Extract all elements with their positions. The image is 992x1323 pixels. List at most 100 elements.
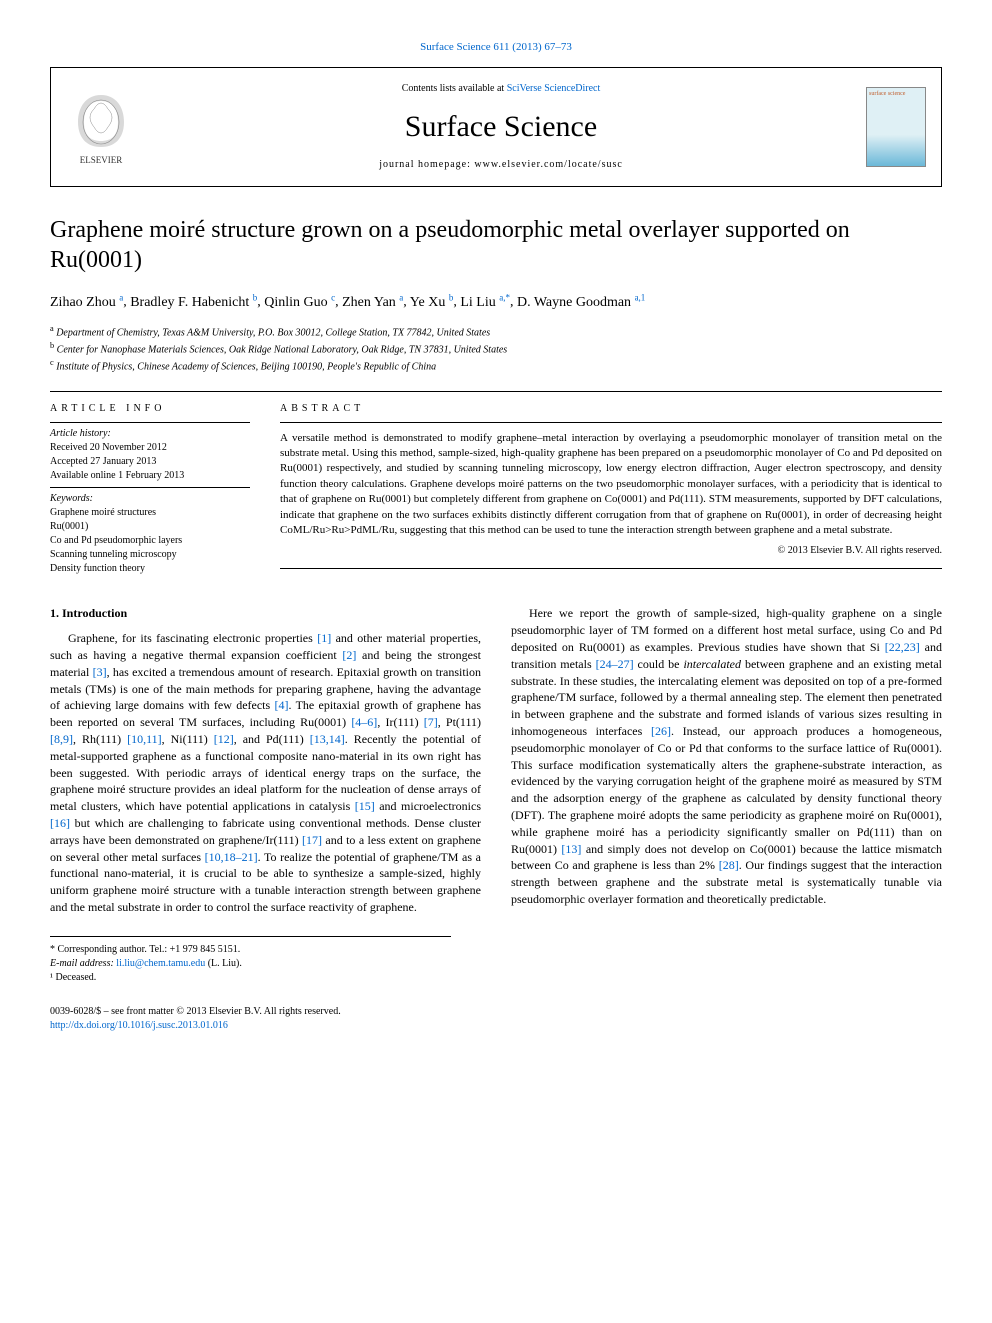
author-name: Qinlin Guo — [264, 295, 327, 310]
keyword: Scanning tunneling microscopy — [50, 548, 250, 562]
text-run: . Instead, our approach produces a homog… — [511, 724, 942, 856]
ref-link[interactable]: [13] — [561, 842, 581, 856]
journal-name: Surface Science — [405, 106, 597, 148]
contents-list-line: Contents lists available at SciVerse Sci… — [402, 82, 601, 96]
keyword: Graphene moiré structures — [50, 506, 250, 520]
author: Li Liu a,* — [460, 295, 510, 310]
author-list: Zihao Zhou a, Bradley F. Habenicht b, Qi… — [50, 291, 942, 312]
author-affil-sup: b — [449, 292, 454, 302]
email-line: E-mail address: li.liu@chem.tamu.edu (L.… — [50, 957, 451, 971]
cover-thumbnail: surface science — [866, 87, 926, 167]
text-run: , Ni(111) — [162, 732, 214, 746]
author: Bradley F. Habenicht b — [130, 295, 257, 310]
issn-line: 0039-6028/$ – see front matter © 2013 El… — [50, 1005, 341, 1019]
author-name: Bradley F. Habenicht — [130, 295, 249, 310]
history-line: Available online 1 February 2013 — [50, 469, 250, 483]
email-suffix: (L. Liu). — [205, 958, 242, 969]
divider — [280, 568, 942, 569]
ref-link[interactable]: [2] — [342, 648, 356, 662]
ref-link[interactable]: [4–6] — [351, 715, 377, 729]
abstract-text: A versatile method is demonstrated to mo… — [280, 431, 942, 539]
affiliation: c Institute of Physics, Chinese Academy … — [50, 357, 942, 374]
author: Zihao Zhou a — [50, 295, 123, 310]
divider — [280, 422, 942, 423]
history-line: Received 20 November 2012 — [50, 441, 250, 455]
divider — [50, 391, 942, 392]
author-affil-sup: b — [253, 292, 258, 302]
affil-sup: c — [50, 358, 54, 367]
citation-link[interactable]: Surface Science 611 (2013) 67–73 — [420, 41, 572, 53]
author-name: Ye Xu — [410, 295, 446, 310]
author: Zhen Yan a — [342, 295, 403, 310]
ref-link[interactable]: [4] — [274, 698, 288, 712]
ref-link[interactable]: [13,14] — [310, 732, 345, 746]
article-info-head: article info — [50, 402, 250, 416]
affiliation: a Department of Chemistry, Texas A&M Uni… — [50, 323, 942, 340]
ref-link[interactable]: [8,9] — [50, 732, 73, 746]
ref-link[interactable]: [12] — [214, 732, 234, 746]
affil-sup: b — [50, 341, 54, 350]
author: Ye Xu b — [410, 295, 454, 310]
ref-link[interactable]: [28] — [719, 858, 739, 872]
author: Qinlin Guo c — [264, 295, 335, 310]
text-run: , and Pd(111) — [234, 732, 310, 746]
text-run: Graphene, for its fascinating electronic… — [68, 631, 317, 645]
article-info: article info Article history: Received 2… — [50, 402, 250, 578]
text-run: could be — [634, 657, 684, 671]
ref-link[interactable]: [10,11] — [127, 732, 162, 746]
affiliation: b Center for Nanophase Materials Science… — [50, 340, 942, 357]
contents-list-text: Contents lists available at — [402, 83, 507, 94]
ref-link[interactable]: [16] — [50, 816, 70, 830]
history-line: Accepted 27 January 2013 — [50, 455, 250, 469]
text-italic: intercalated — [683, 657, 741, 671]
ref-link[interactable]: [7] — [424, 715, 438, 729]
ref-link[interactable]: [10,18–21] — [205, 850, 258, 864]
section-heading-intro: 1. Introduction — [50, 605, 481, 622]
scidirect-link[interactable]: SciVerse ScienceDirect — [507, 83, 601, 94]
corresponding-author: * Corresponding author. Tel.: +1 979 845… — [50, 943, 451, 957]
article-title: Graphene moiré structure grown on a pseu… — [50, 215, 942, 275]
author-name: Zhen Yan — [342, 295, 396, 310]
article-body: 1. Introduction Graphene, for its fascin… — [50, 605, 942, 915]
affil-sup: a — [50, 324, 54, 333]
author-name: Li Liu — [460, 295, 495, 310]
ref-link[interactable]: [26] — [651, 724, 671, 738]
author-affil-sup: a,1 — [635, 292, 646, 302]
publisher-logo-cell: ELSEVIER — [51, 68, 151, 186]
journal-header: ELSEVIER Contents lists available at Sci… — [50, 67, 942, 187]
email-link[interactable]: li.liu@chem.tamu.edu — [116, 958, 205, 969]
ref-link[interactable]: [22,23] — [885, 640, 920, 654]
author-affil-sup: a — [399, 292, 403, 302]
email-label: E-mail address: — [50, 958, 116, 969]
text-run: Here we report the growth of sample-size… — [511, 606, 942, 654]
intro-paragraph: Graphene, for its fascinating electronic… — [50, 630, 481, 916]
keyword: Density function theory — [50, 562, 250, 576]
ref-link[interactable]: [3] — [93, 665, 107, 679]
keywords-label: Keywords: — [50, 492, 250, 506]
abstract-head: abstract — [280, 402, 942, 416]
journal-homepage: journal homepage: www.elsevier.com/locat… — [379, 158, 623, 172]
author-name: D. Wayne Goodman — [517, 295, 631, 310]
author: D. Wayne Goodman a,1 — [517, 295, 645, 310]
author-affil-sup: c — [331, 292, 335, 302]
ref-link[interactable]: [24–27] — [596, 657, 634, 671]
doi-link[interactable]: http://dx.doi.org/10.1016/j.susc.2013.01… — [50, 1020, 228, 1031]
page-footer: 0039-6028/$ – see front matter © 2013 El… — [50, 1005, 942, 1033]
text-run: , Pt(111) — [438, 715, 481, 729]
affil-text: Center for Nanophase Materials Sciences,… — [57, 344, 508, 355]
author-name: Zihao Zhou — [50, 295, 116, 310]
copyright-line: © 2013 Elsevier B.V. All rights reserved… — [280, 544, 942, 558]
keyword: Ru(0001) — [50, 520, 250, 534]
divider — [50, 422, 250, 423]
elsevier-logo: ELSEVIER — [66, 87, 136, 167]
footer-left: 0039-6028/$ – see front matter © 2013 El… — [50, 1005, 341, 1033]
ref-link[interactable]: [17] — [302, 833, 322, 847]
cover-cell: surface science — [851, 68, 941, 186]
text-run: and microelectronics — [375, 799, 481, 813]
svg-text:ELSEVIER: ELSEVIER — [80, 155, 123, 165]
ref-link[interactable]: [1] — [317, 631, 331, 645]
ref-link[interactable]: [15] — [355, 799, 375, 813]
keyword: Co and Pd pseudomorphic layers — [50, 534, 250, 548]
history-label: Article history: — [50, 427, 250, 441]
author-affil-sup: a — [119, 292, 123, 302]
